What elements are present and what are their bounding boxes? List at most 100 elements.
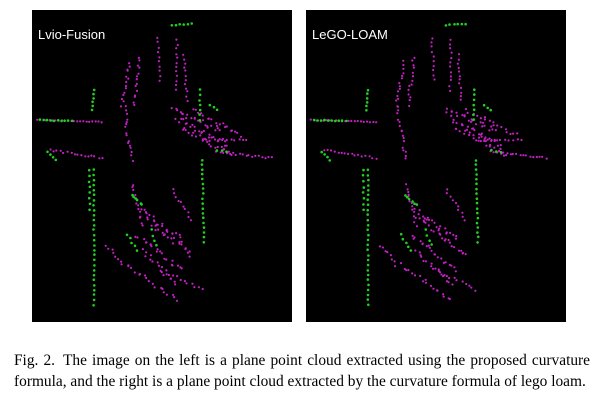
plane-point — [509, 132, 512, 136]
plane-point — [375, 121, 378, 124]
edge-point — [367, 178, 370, 182]
edge-point — [92, 214, 96, 217]
plane-point — [442, 293, 445, 296]
plane-point — [232, 151, 235, 154]
plane-point — [194, 135, 197, 138]
plane-point — [59, 149, 62, 152]
plane-point — [485, 144, 488, 147]
plane-point — [457, 58, 460, 61]
plane-point — [134, 194, 137, 197]
plane-point — [194, 129, 197, 132]
plane-point — [239, 135, 243, 138]
plane-point — [408, 99, 411, 102]
plane-point — [408, 104, 411, 108]
plane-point — [433, 78, 436, 81]
edge-point — [93, 244, 96, 247]
plane-point — [309, 118, 312, 121]
edge-point — [92, 204, 95, 207]
plane-point — [135, 75, 139, 78]
edge-point — [201, 202, 204, 205]
plane-point — [157, 46, 160, 50]
plane-point — [133, 95, 136, 98]
plane-point — [217, 139, 220, 142]
plane-point — [132, 188, 135, 192]
plane-point — [449, 89, 452, 93]
plane-point — [436, 289, 439, 292]
plane-point — [214, 146, 217, 149]
plane-point — [450, 51, 453, 54]
plane-point — [323, 149, 326, 152]
plane-point — [94, 120, 97, 123]
plane-point — [415, 225, 419, 228]
plane-point — [492, 124, 495, 127]
plane-point — [177, 199, 180, 203]
plane-point — [132, 101, 135, 104]
edge-point — [92, 269, 96, 272]
plane-point — [149, 258, 152, 261]
plane-point — [483, 138, 486, 141]
plane-point — [224, 125, 227, 129]
edge-point — [362, 168, 365, 172]
edge-point — [340, 119, 344, 122]
plane-point — [414, 216, 417, 219]
plane-point — [445, 232, 448, 235]
edge-point — [472, 103, 475, 107]
plane-point — [432, 55, 435, 58]
plane-point — [368, 155, 371, 158]
edge-point — [92, 183, 95, 187]
plane-point — [128, 62, 131, 65]
plane-point — [463, 132, 466, 135]
plane-point — [207, 117, 210, 120]
plane-point — [131, 159, 135, 163]
edge-point — [198, 88, 202, 91]
edge-point — [208, 103, 212, 107]
plane-point — [406, 188, 409, 191]
plane-point — [366, 120, 369, 123]
plane-point — [486, 138, 489, 141]
plane-point — [157, 60, 160, 63]
edge-point — [125, 233, 129, 237]
plane-point — [162, 274, 165, 277]
plane-point — [125, 109, 128, 112]
edge-point — [202, 226, 206, 229]
plane-point — [171, 232, 174, 235]
plane-point — [210, 118, 213, 121]
plane-point — [474, 289, 477, 292]
edge-point — [140, 203, 143, 206]
edge-point — [92, 304, 95, 307]
plane-point — [459, 95, 462, 98]
plane-point — [449, 71, 453, 74]
edge-point — [198, 108, 202, 112]
plane-point — [170, 107, 173, 110]
plane-point — [427, 224, 430, 227]
edge-point — [477, 235, 480, 239]
edge-point — [91, 100, 94, 104]
edge-point — [472, 108, 476, 111]
plane-point — [188, 250, 191, 253]
plane-point — [453, 276, 456, 279]
plane-point — [424, 221, 427, 224]
edge-point — [456, 22, 459, 26]
plane-point — [201, 114, 204, 117]
plane-point — [439, 225, 442, 228]
plane-point — [455, 279, 458, 282]
plane-point — [350, 119, 353, 123]
plane-point — [493, 146, 496, 149]
plane-point — [124, 84, 128, 88]
plane-point — [125, 123, 128, 126]
plane-point — [505, 154, 508, 157]
plane-point — [445, 280, 449, 283]
plane-point — [175, 80, 178, 83]
plane-point — [122, 93, 125, 97]
plane-point — [481, 121, 485, 124]
edge-point — [170, 24, 174, 27]
plane-point — [445, 111, 448, 114]
edge-point — [366, 298, 370, 301]
edge-point — [366, 258, 370, 262]
plane-point — [407, 268, 410, 272]
edge-point — [202, 216, 205, 219]
plane-point — [402, 140, 406, 143]
edge-point — [202, 241, 206, 244]
plane-point — [402, 59, 405, 62]
edge-point — [56, 119, 60, 122]
